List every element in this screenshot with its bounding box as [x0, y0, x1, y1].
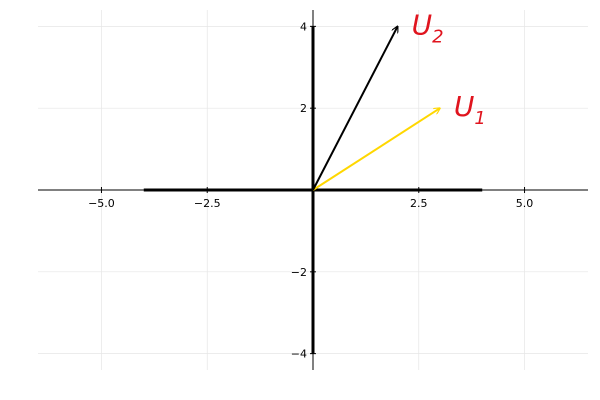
- vector-u2: [312, 26, 398, 191]
- y-tick-label: 2: [300, 102, 307, 115]
- vectors: [312, 26, 440, 191]
- x-tick-label: −5.0: [88, 197, 115, 210]
- y-tick-label: 4: [300, 20, 307, 33]
- tick-marks: −5.0 −2.5 2.5 5.0 −4 −2 2 4: [88, 20, 533, 360]
- x-tick-label: 5.0: [516, 197, 534, 210]
- vector-annotations: U1 U2: [412, 8, 486, 129]
- x-tick-label: −2.5: [194, 197, 221, 210]
- vector-label-u1: U1: [454, 90, 486, 129]
- vector-u1: [312, 108, 440, 191]
- vector-label-u2: U2: [412, 8, 444, 47]
- y-tick-label: −2: [291, 266, 307, 279]
- y-tick-label: −4: [291, 348, 307, 361]
- x-tick-label: 2.5: [410, 197, 428, 210]
